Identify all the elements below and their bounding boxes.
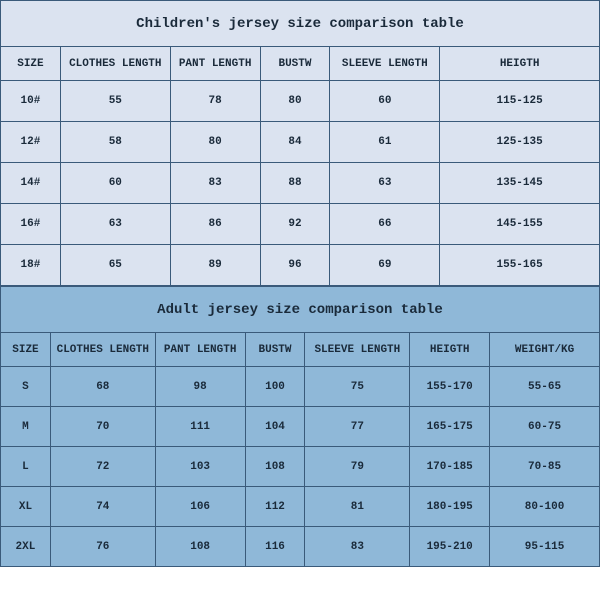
children-size-table-cell: 80 [260,81,330,122]
children-size-table-cell: 58 [60,122,170,163]
adult-size-table-cell: 80-100 [490,487,600,527]
children-size-table-cell: 89 [170,245,260,286]
adult-size-table: Adult jersey size comparison tableSIZECL… [0,286,600,567]
table-row: 12#58808461125-135 [1,122,600,163]
children-size-table-cell: 145-155 [440,204,600,245]
adult-size-table-cell: 77 [305,407,410,447]
table-row: XL7410611281180-19580-100 [1,487,600,527]
size-tables-container: Children's jersey size comparison tableS… [0,0,600,600]
children-size-table-cell: 83 [170,163,260,204]
adult-table-wrapper: Adult jersey size comparison tableSIZECL… [0,286,600,567]
adult-size-table-cell: 103 [155,447,245,487]
children-size-table-cell: 18# [1,245,61,286]
children-size-table-header-cell: BUSTW [260,47,330,81]
children-size-table-cell: 65 [60,245,170,286]
children-size-table-header-cell: PANT LENGTH [170,47,260,81]
children-size-table-cell: 125-135 [440,122,600,163]
adult-size-table-cell: 98 [155,367,245,407]
adult-size-table-cell: 72 [50,447,155,487]
adult-size-table-header-cell: BUSTW [245,333,305,367]
adult-size-table-cell: 83 [305,527,410,567]
adult-size-table-cell: 74 [50,487,155,527]
children-size-table-cell: 61 [330,122,440,163]
adult-size-table-cell: 104 [245,407,305,447]
children-size-table-cell: 66 [330,204,440,245]
children-size-table-cell: 60 [60,163,170,204]
table-row: 2XL7610811683195-21095-115 [1,527,600,567]
adult-size-table-cell: 180-195 [410,487,490,527]
children-size-table-cell: 80 [170,122,260,163]
adult-size-table-cell: 55-65 [490,367,600,407]
table-row: L7210310879170-18570-85 [1,447,600,487]
children-size-table: Children's jersey size comparison tableS… [0,0,600,286]
children-size-table-title: Children's jersey size comparison table [1,1,600,47]
adult-size-table-header-cell: SLEEVE LENGTH [305,333,410,367]
adult-size-table-cell: 81 [305,487,410,527]
adult-size-table-cell: 112 [245,487,305,527]
adult-size-table-cell: 70-85 [490,447,600,487]
children-size-table-cell: 16# [1,204,61,245]
adult-size-table-cell: XL [1,487,51,527]
children-size-table-cell: 14# [1,163,61,204]
children-size-table-cell: 115-125 [440,81,600,122]
children-size-table-header-cell: CLOTHES LENGTH [60,47,170,81]
children-size-table-header-cell: HEIGTH [440,47,600,81]
children-table-wrapper: Children's jersey size comparison tableS… [0,0,600,286]
children-size-table-cell: 10# [1,81,61,122]
adult-size-table-cell: 60-75 [490,407,600,447]
children-size-table-cell: 63 [330,163,440,204]
adult-size-table-cell: 108 [155,527,245,567]
children-size-table-cell: 135-145 [440,163,600,204]
children-size-table-cell: 12# [1,122,61,163]
adult-size-table-cell: 108 [245,447,305,487]
adult-size-table-header-cell: WEIGHT/KG [490,333,600,367]
adult-size-table-cell: 75 [305,367,410,407]
adult-size-table-header-cell: PANT LENGTH [155,333,245,367]
children-size-table-cell: 55 [60,81,170,122]
adult-size-table-title: Adult jersey size comparison table [1,287,600,333]
children-size-table-cell: 69 [330,245,440,286]
adult-size-table-cell: 111 [155,407,245,447]
table-row: 16#63869266145-155 [1,204,600,245]
adult-size-table-cell: L [1,447,51,487]
table-row: S689810075155-17055-65 [1,367,600,407]
table-row: 18#65899669155-165 [1,245,600,286]
table-row: M7011110477165-17560-75 [1,407,600,447]
adult-size-table-cell: M [1,407,51,447]
adult-size-table-cell: 195-210 [410,527,490,567]
children-size-table-cell: 63 [60,204,170,245]
children-size-table-cell: 92 [260,204,330,245]
children-size-table-header-cell: SLEEVE LENGTH [330,47,440,81]
adult-size-table-header-cell: SIZE [1,333,51,367]
adult-size-table-cell: 116 [245,527,305,567]
children-size-table-header-row: SIZECLOTHES LENGTHPANT LENGTHBUSTWSLEEVE… [1,47,600,81]
adult-size-table-cell: 100 [245,367,305,407]
table-row: 14#60838863135-145 [1,163,600,204]
adult-size-table-header-cell: CLOTHES LENGTH [50,333,155,367]
children-size-table-cell: 96 [260,245,330,286]
adult-size-table-cell: 106 [155,487,245,527]
adult-size-table-cell: 170-185 [410,447,490,487]
adult-size-table-cell: 70 [50,407,155,447]
adult-size-table-cell: 155-170 [410,367,490,407]
adult-size-table-cell: 95-115 [490,527,600,567]
children-size-table-header-cell: SIZE [1,47,61,81]
table-row: 10#55788060115-125 [1,81,600,122]
children-size-table-cell: 78 [170,81,260,122]
children-size-table-cell: 155-165 [440,245,600,286]
adult-size-table-cell: S [1,367,51,407]
adult-size-table-cell: 2XL [1,527,51,567]
adult-size-table-cell: 165-175 [410,407,490,447]
children-size-table-cell: 88 [260,163,330,204]
children-size-table-cell: 60 [330,81,440,122]
adult-size-table-header-cell: HEIGTH [410,333,490,367]
adult-size-table-header-row: SIZECLOTHES LENGTHPANT LENGTHBUSTWSLEEVE… [1,333,600,367]
children-size-table-cell: 84 [260,122,330,163]
adult-size-table-cell: 76 [50,527,155,567]
adult-size-table-cell: 79 [305,447,410,487]
children-size-table-cell: 86 [170,204,260,245]
adult-size-table-cell: 68 [50,367,155,407]
